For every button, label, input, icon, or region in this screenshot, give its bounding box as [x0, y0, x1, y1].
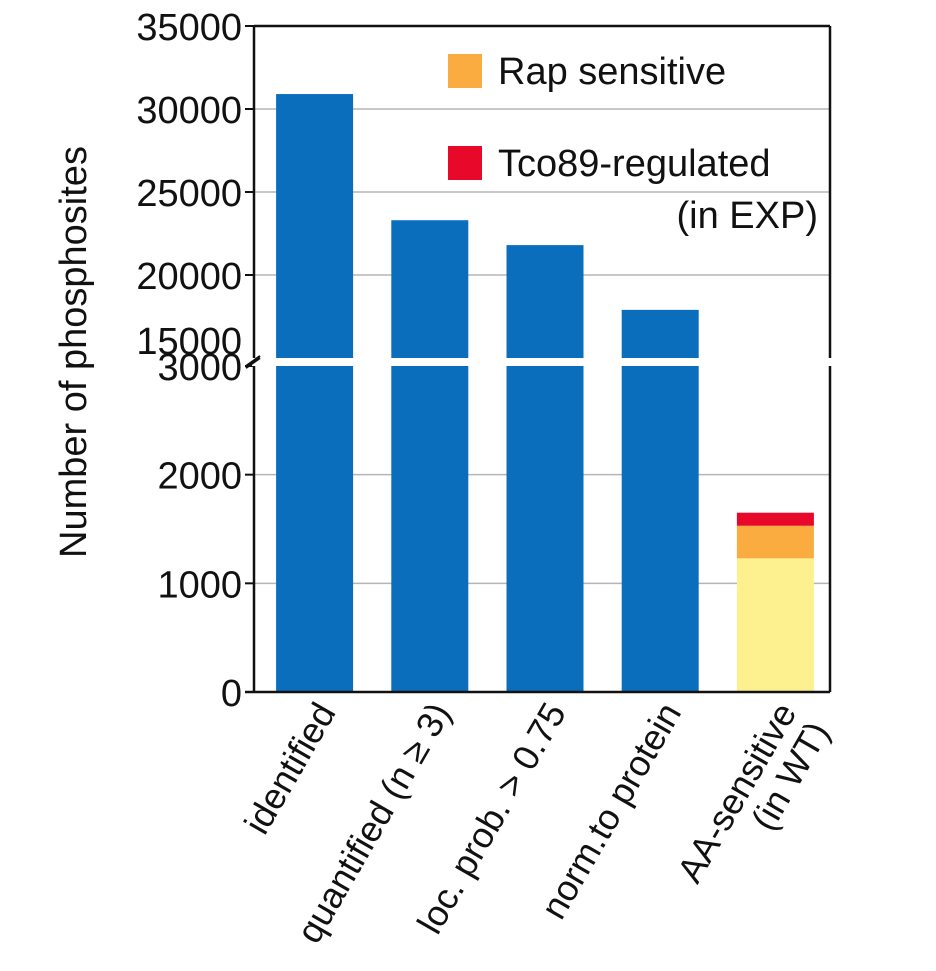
bar-upper-segment — [276, 94, 354, 358]
legend-swatch — [448, 146, 482, 180]
legend: Rap sensitive Tco89-regulated (in EXP) — [448, 51, 818, 237]
stacked-bar-segment — [736, 558, 814, 692]
axis-break-mark — [245, 357, 261, 369]
bar-upper-segment — [391, 220, 469, 358]
x-category-label: identified — [236, 696, 344, 841]
y-tick-label: 30000 — [136, 90, 242, 132]
x-category-label-line: identified — [236, 696, 344, 841]
stacked-bar-segment — [736, 512, 814, 526]
bar-lower-segment — [621, 366, 699, 692]
y-axis-label: Number of phosphosites — [53, 146, 95, 558]
y-tick-label: 35000 — [136, 7, 242, 49]
y-tick-label: 20000 — [136, 256, 242, 298]
y-tick-label: 0 — [221, 673, 242, 715]
y-tick-label: 25000 — [136, 173, 242, 215]
legend-label: (in EXP) — [677, 195, 818, 237]
bar-lower-segment — [391, 366, 469, 692]
bar-upper-segment — [506, 245, 584, 358]
legend-label: Tco89-regulated — [498, 143, 771, 185]
x-category-label: AA-sensitive(in WT) — [669, 696, 837, 909]
bar-lower-segment — [276, 366, 354, 692]
y-tick-label: 1000 — [157, 564, 242, 606]
bar-lower-segment — [506, 366, 584, 692]
y-tick-label: 2000 — [157, 456, 242, 498]
stacked-bar-segment — [736, 525, 814, 559]
axis-break-mark — [245, 355, 261, 367]
legend-swatch — [448, 54, 482, 88]
y-tick-label: 3000 — [157, 347, 242, 389]
legend-label: Rap sensitive — [498, 51, 726, 93]
y-tick-label: 15000 — [136, 321, 242, 363]
bar-upper-segment — [621, 309, 699, 358]
plot-frame — [245, 24, 832, 694]
axis-break-gap — [252, 358, 832, 366]
bars — [276, 94, 814, 692]
